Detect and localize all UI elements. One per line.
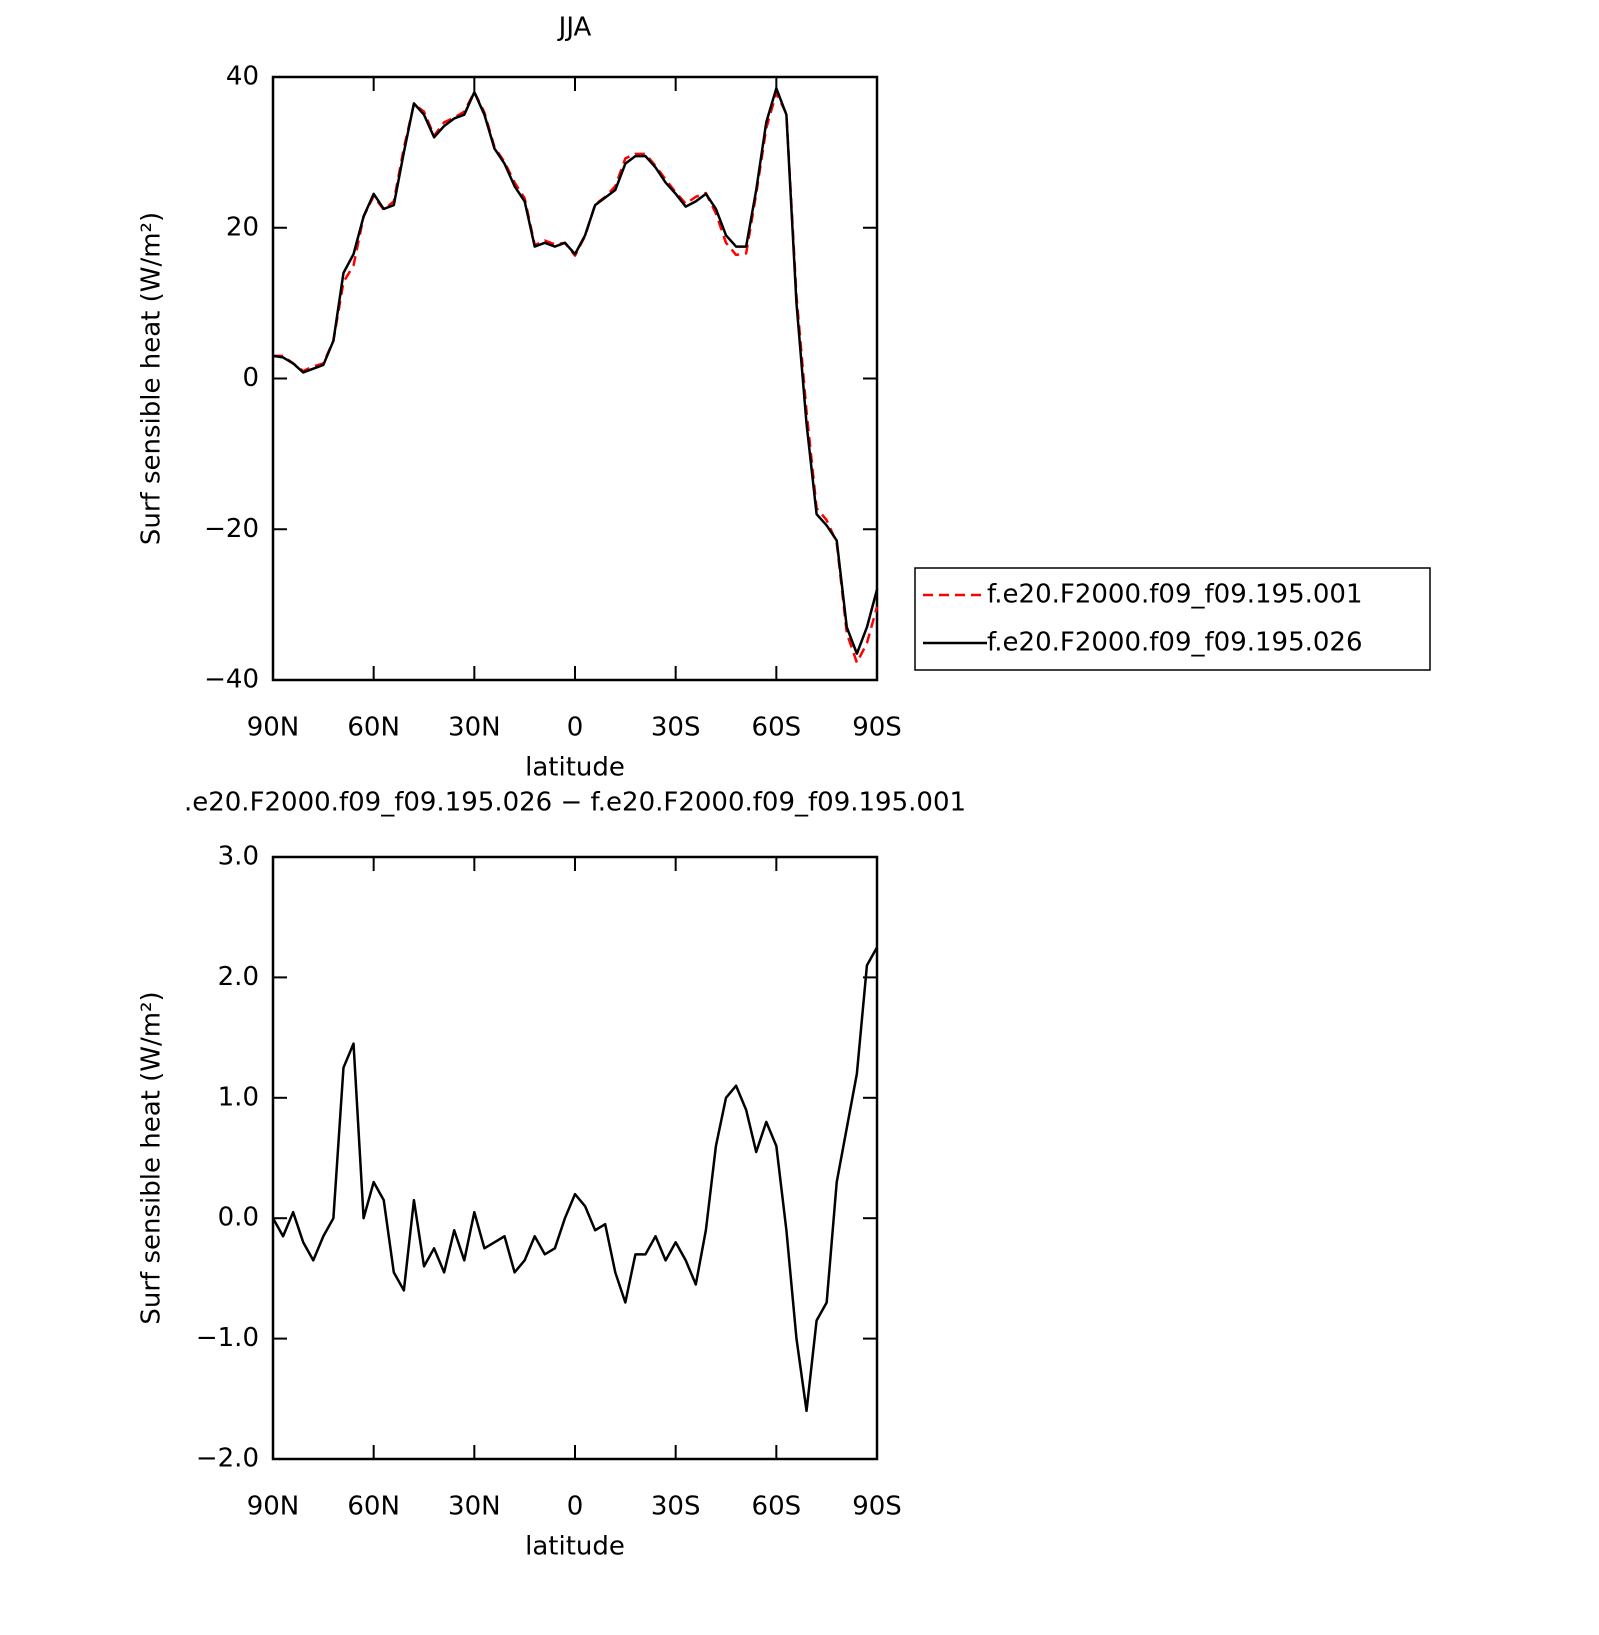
y-tick-label: −1.0 — [196, 1323, 259, 1353]
y-tick-label: 40 — [226, 62, 259, 92]
x-tick-label: 60N — [347, 713, 400, 743]
data-line — [271, 946, 879, 1413]
y-tick-label: −2.0 — [196, 1444, 259, 1474]
y-tick-label: −40 — [204, 665, 259, 695]
plot-frame — [271, 855, 879, 1461]
x-tick-label: 30N — [448, 713, 501, 743]
y-axis-label: Surf sensible heat (W/m²) — [137, 212, 167, 545]
data-line — [272, 87, 879, 655]
data-line — [273, 90, 879, 664]
legend-label: f.e20.F2000.f09_f09.195.026 — [987, 628, 1363, 658]
chart-title: JJA — [557, 13, 592, 43]
x-tick-label: 90S — [852, 713, 902, 743]
x-tick-label: 90N — [247, 1492, 300, 1522]
x-tick-label: 30N — [448, 1492, 501, 1522]
x-tick-label: 0 — [567, 1492, 584, 1522]
legend-label: f.e20.F2000.f09_f09.195.001 — [987, 580, 1363, 610]
y-tick-label: 1.0 — [218, 1082, 259, 1112]
y-tick-label: 3.0 — [218, 842, 259, 872]
plot-frame — [271, 75, 879, 682]
y-axis-label: Surf sensible heat (W/m²) — [137, 991, 167, 1324]
x-tick-label: 60N — [347, 1492, 400, 1522]
legend-box — [914, 567, 1431, 671]
x-tick-label: 30S — [651, 1492, 701, 1522]
chart-title: .e20.F2000.f09_f09.195.026 − f.e20.F2000… — [184, 788, 966, 818]
x-axis-label: latitude — [525, 1532, 625, 1562]
y-tick-label: 0.0 — [218, 1203, 259, 1233]
y-tick-label: 0 — [242, 363, 259, 393]
y-tick-label: 20 — [226, 212, 259, 242]
x-tick-label: 60S — [752, 1492, 802, 1522]
x-tick-label: 60S — [752, 713, 802, 743]
x-tick-label: 90S — [852, 1492, 902, 1522]
x-axis-label: latitude — [525, 753, 625, 783]
y-tick-label: −20 — [204, 514, 259, 544]
x-tick-label: 30S — [651, 713, 701, 743]
x-tick-label: 0 — [567, 713, 584, 743]
y-tick-label: 2.0 — [218, 962, 259, 992]
x-tick-label: 90N — [247, 713, 300, 743]
